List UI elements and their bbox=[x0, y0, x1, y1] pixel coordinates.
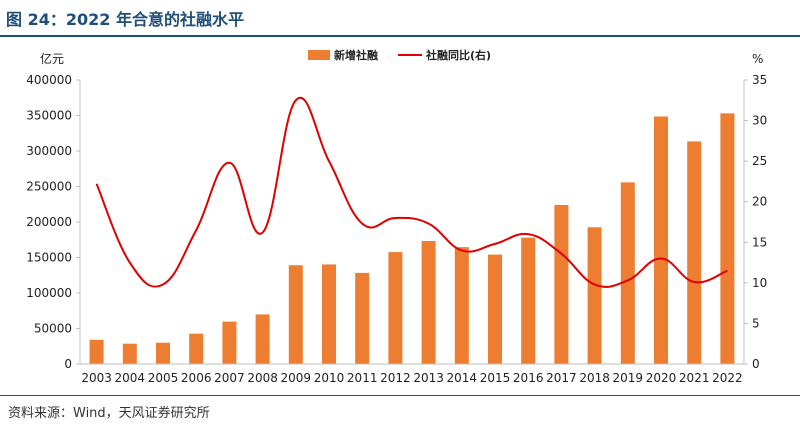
bar-series bbox=[89, 113, 735, 365]
x-tick-label: 2017 bbox=[546, 371, 577, 385]
legend: 新增社融 社融同比(右) bbox=[308, 48, 491, 62]
y-tick-label: 200000 bbox=[26, 215, 72, 229]
x-tick-label: 2003 bbox=[81, 371, 112, 385]
x-tick-label: 2005 bbox=[148, 371, 179, 385]
y-tick-label: 300000 bbox=[26, 144, 72, 158]
source-note: 资料来源：Wind，天风证券研究所 bbox=[8, 406, 210, 421]
y2-tick-label: 15 bbox=[752, 235, 767, 249]
y-axis-left: 0 50000 100000 150000 200000 250000 300000 3500… bbox=[26, 73, 81, 371]
y-tick-label: 0 bbox=[64, 357, 72, 371]
y2-tick-label: 0 bbox=[752, 357, 760, 371]
bar-2005 bbox=[156, 342, 170, 364]
x-tick-label: 2004 bbox=[115, 371, 146, 385]
x-tick-label: 2019 bbox=[613, 371, 644, 385]
y2-tick-label: 25 bbox=[752, 154, 767, 168]
y-tick-label: 100000 bbox=[26, 286, 72, 300]
bar-2008 bbox=[255, 314, 270, 364]
bar-2007 bbox=[222, 321, 237, 364]
title-divider bbox=[0, 35, 800, 37]
x-tick-label: 2021 bbox=[679, 371, 710, 385]
bar-2021 bbox=[687, 141, 702, 364]
y2-tick-label: 20 bbox=[752, 195, 767, 209]
bar-2020 bbox=[654, 116, 668, 364]
legend-bar-swatch bbox=[308, 50, 330, 60]
x-tick-label: 2007 bbox=[214, 371, 245, 385]
y-tick-label: 50000 bbox=[34, 322, 72, 336]
x-tick-label: 2012 bbox=[380, 371, 411, 385]
x-tick-label: 2022 bbox=[712, 371, 743, 385]
bar-2011 bbox=[355, 272, 370, 364]
source-divider bbox=[0, 395, 800, 396]
bar-2022 bbox=[720, 113, 735, 365]
x-tick-label: 2013 bbox=[413, 371, 444, 385]
bar-2006 bbox=[189, 333, 204, 364]
bar-2003 bbox=[89, 339, 104, 364]
x-tick-label: 2010 bbox=[314, 371, 345, 385]
bar-2012 bbox=[388, 252, 403, 364]
bar-2015 bbox=[488, 254, 502, 364]
chart-title: 图 24：2022 年合意的社融水平 bbox=[6, 10, 244, 29]
x-tick-label: 2020 bbox=[646, 371, 677, 385]
y-tick-label: 400000 bbox=[26, 73, 72, 87]
y2-tick-label: 10 bbox=[752, 276, 767, 290]
bar-2013 bbox=[421, 241, 436, 364]
y-axis-right: 0 5 10 15 20 25 30 35 bbox=[743, 73, 767, 371]
bar-2018 bbox=[587, 227, 602, 364]
bar-2009 bbox=[288, 265, 303, 364]
y-tick-label: 250000 bbox=[26, 180, 72, 194]
bar-2017 bbox=[554, 204, 569, 364]
y2-tick-label: 5 bbox=[752, 316, 760, 330]
y-tick-label: 150000 bbox=[26, 251, 72, 265]
right-axis-unit: % bbox=[752, 52, 763, 66]
x-axis: 2003 2004 2005 2006 2007 2008 2009 2010 2011 2012… bbox=[81, 371, 742, 385]
legend-bar-label: 新增社融 bbox=[334, 48, 378, 62]
legend-line-label: 社融同比(右) bbox=[425, 48, 491, 62]
x-tick-label: 2015 bbox=[480, 371, 511, 385]
x-tick-label: 2014 bbox=[447, 371, 478, 385]
x-tick-label: 2018 bbox=[579, 371, 610, 385]
bar-2016 bbox=[521, 237, 536, 364]
bar-2019 bbox=[620, 182, 635, 364]
y2-tick-label: 30 bbox=[752, 114, 767, 128]
x-tick-label: 2006 bbox=[181, 371, 212, 385]
y2-tick-label: 35 bbox=[752, 73, 767, 87]
left-axis-unit: 亿元 bbox=[40, 51, 64, 66]
x-tick-label: 2008 bbox=[247, 371, 278, 385]
growth-line bbox=[95, 96, 728, 288]
y-tick-label: 350000 bbox=[26, 109, 72, 123]
bar-2010 bbox=[322, 264, 336, 364]
bar-2014 bbox=[454, 247, 469, 364]
x-tick-label: 2011 bbox=[347, 371, 378, 385]
x-tick-label: 2016 bbox=[513, 371, 544, 385]
x-tick-label: 2009 bbox=[281, 371, 312, 385]
bar-2004 bbox=[122, 343, 137, 364]
combo-chart: 亿元 % 新增社融 社融同比(右) 0500001000001500002000… bbox=[26, 48, 767, 385]
